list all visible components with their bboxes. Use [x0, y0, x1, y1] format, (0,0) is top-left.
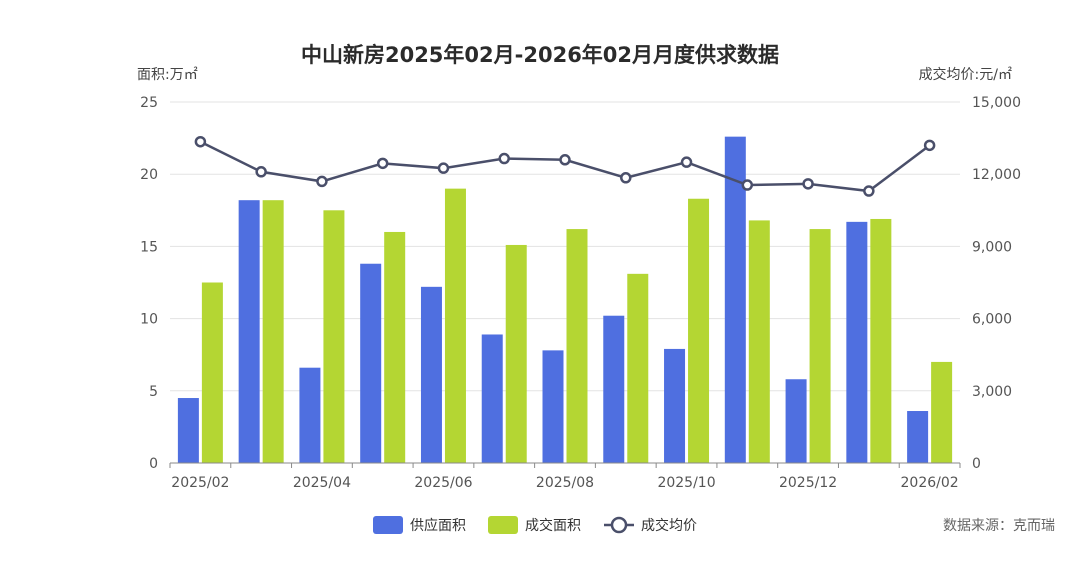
price-point [498, 152, 510, 165]
bar-supply [846, 221, 868, 463]
price-line [194, 135, 936, 197]
legend-item-avg-price[interactable]: 成交均价 [604, 516, 697, 534]
price-point [194, 135, 207, 148]
bar-deal-area [384, 231, 406, 463]
bar-supply [907, 411, 929, 463]
right-axis-unit: 成交均价:元/㎡ [919, 66, 1012, 83]
bar-supply [785, 379, 807, 463]
price-point [559, 154, 571, 166]
price-point [255, 166, 267, 178]
x-tick-label: 2025/08 [536, 475, 594, 491]
bar-supply [542, 350, 564, 463]
price-point [316, 175, 328, 188]
price-point [802, 178, 814, 190]
legend-item-deal-area[interactable]: 成交面积 [488, 516, 581, 534]
legend-label-avg-price: 成交均价 [641, 517, 697, 534]
right-tick-label: 3,000 [972, 384, 1012, 400]
gridlines [170, 101, 960, 392]
x-tick-label: 2026/02 [901, 475, 959, 491]
right-axis-ticks: 0 3,000 6,000 9,000 12,000 15,000 [972, 95, 1021, 472]
left-tick-label: 0 [149, 456, 158, 472]
legend-swatch-deal-area [488, 516, 518, 534]
x-tick-label: 2025/04 [293, 475, 351, 491]
right-tick-label: 6,000 [972, 312, 1012, 328]
legend-label-supply: 供应面积 [410, 517, 466, 534]
bar-deal-area [262, 200, 284, 463]
bar-deal-area [444, 188, 466, 463]
left-tick-label: 25 [140, 95, 158, 111]
bar-supply [299, 367, 321, 463]
x-tick-label: 2025/12 [779, 475, 837, 491]
price-point [923, 139, 936, 152]
bars [177, 136, 953, 464]
left-tick-label: 10 [140, 312, 158, 328]
bar-deal-area [201, 282, 223, 463]
bar-deal-area [748, 220, 770, 463]
left-tick-label: 20 [140, 167, 158, 183]
x-axis: 2025/02 2025/04 2025/06 2025/08 2025/10 2025/… [169, 462, 961, 491]
bar-supply [177, 398, 199, 463]
x-tick-label: 2025/02 [171, 475, 229, 491]
price-polyline [199, 140, 931, 193]
x-tick-label: 2025/06 [414, 475, 472, 491]
right-tick-label: 15,000 [972, 95, 1021, 111]
bar-deal-area [566, 229, 588, 463]
bar-deal-area [323, 210, 345, 463]
bar-supply [420, 286, 442, 463]
price-point [863, 185, 875, 197]
price-point [437, 162, 450, 174]
bar-supply [603, 315, 625, 463]
legend-swatch-supply [373, 516, 403, 534]
legend-item-supply[interactable]: 供应面积 [373, 516, 466, 534]
right-tick-label: 9,000 [972, 239, 1012, 255]
bar-deal-area [931, 361, 953, 463]
x-tick-label: 2025/10 [657, 475, 715, 491]
bar-deal-area [809, 229, 831, 463]
bar-supply [664, 348, 686, 463]
bar-deal-area [870, 218, 892, 463]
right-tick-label: 0 [972, 456, 981, 472]
chart-title: 中山新房2025年02月-2026年02月月度供求数据 [301, 43, 779, 67]
price-point [376, 157, 389, 170]
legend-marker-avg-price [610, 516, 628, 534]
legend-label-deal-area: 成交面积 [525, 517, 581, 534]
left-tick-label: 5 [149, 384, 158, 400]
left-axis-ticks: 0 5 10 15 20 25 [140, 95, 158, 472]
bar-deal-area [505, 244, 527, 463]
price-point [680, 156, 693, 168]
bar-supply [360, 263, 382, 463]
price-point [741, 179, 754, 191]
left-tick-label: 15 [140, 239, 158, 255]
left-axis-unit: 面积:万㎡ [137, 67, 198, 83]
legend: 供应面积 成交面积 成交均价 [373, 516, 697, 534]
price-point [620, 172, 632, 184]
data-source: 数据来源：克而瑞 [943, 518, 1055, 534]
bar-supply [724, 136, 746, 463]
bar-deal-area [688, 198, 710, 464]
bar-supply [481, 334, 503, 463]
bar-deal-area [627, 273, 649, 463]
right-tick-label: 12,000 [972, 167, 1021, 183]
bar-supply [238, 200, 260, 463]
